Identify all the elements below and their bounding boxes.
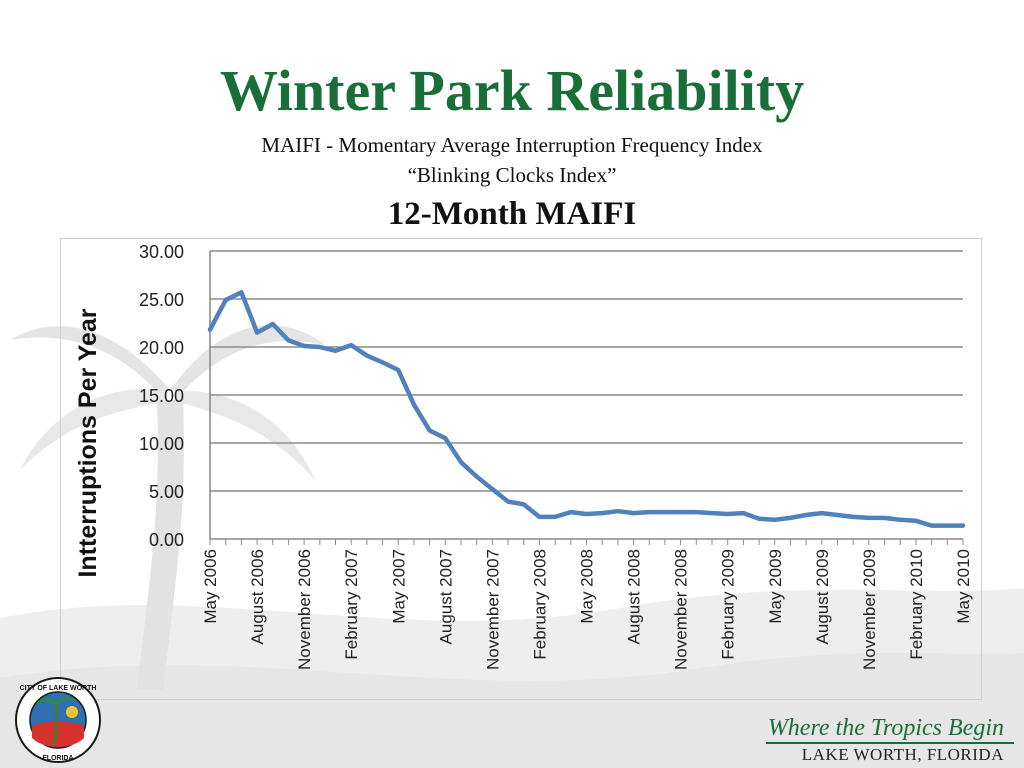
data-point bbox=[757, 517, 761, 521]
x-tick-label: November 2009 bbox=[860, 549, 879, 670]
palm-tree-watermark bbox=[10, 325, 325, 690]
y-tick-label: 25.00 bbox=[139, 290, 184, 310]
data-point bbox=[271, 322, 275, 326]
data-point bbox=[663, 510, 667, 514]
data-point bbox=[522, 502, 526, 506]
x-tick-label: May 2008 bbox=[578, 549, 597, 624]
x-tick-label: February 2007 bbox=[342, 549, 361, 660]
data-point bbox=[334, 349, 337, 353]
data-point bbox=[443, 436, 447, 440]
data-point bbox=[945, 524, 949, 528]
footer-divider bbox=[766, 742, 1014, 744]
data-point bbox=[349, 343, 353, 347]
slide-subtitle: MAIFI - Momentary Average Interruption F… bbox=[261, 133, 763, 157]
data-point bbox=[616, 509, 620, 513]
gridlines bbox=[209, 250, 963, 540]
data-point bbox=[741, 511, 745, 515]
data-point bbox=[506, 500, 510, 504]
data-point bbox=[914, 519, 918, 523]
data-point bbox=[318, 345, 322, 349]
data-point bbox=[412, 403, 416, 407]
x-tick-label: August 2006 bbox=[248, 549, 267, 644]
y-tick-label: 15.00 bbox=[139, 386, 184, 406]
data-point bbox=[679, 510, 683, 514]
y-tick-label: 10.00 bbox=[139, 434, 184, 454]
data-point bbox=[255, 331, 259, 335]
x-tick-label: May 2007 bbox=[389, 549, 408, 624]
logo-lettering-top: CITY OF LAKE WORTH bbox=[20, 685, 97, 692]
series-layer bbox=[207, 290, 966, 528]
x-tick-label: February 2008 bbox=[530, 549, 549, 660]
x-tick-label: May 2009 bbox=[766, 549, 785, 624]
data-point bbox=[851, 515, 855, 519]
data-point bbox=[396, 368, 400, 372]
footer-location: LAKE WORTH, FLORIDA bbox=[801, 745, 1004, 764]
data-point bbox=[647, 510, 651, 514]
y-tick-label: 20.00 bbox=[139, 338, 184, 358]
data-point bbox=[239, 290, 243, 294]
footer-tagline: Where the Tropics Begin bbox=[767, 715, 1004, 741]
x-tick-label: February 2010 bbox=[907, 549, 926, 660]
x-tick-label: May 2010 bbox=[954, 549, 973, 624]
slide-title: Winter Park Reliability bbox=[219, 58, 805, 123]
x-tick-label: February 2009 bbox=[719, 549, 738, 660]
data-point bbox=[381, 360, 385, 364]
x-tick-label: May 2006 bbox=[201, 549, 220, 624]
data-point bbox=[475, 475, 479, 479]
data-point bbox=[788, 516, 792, 520]
x-tick-label: August 2007 bbox=[436, 549, 455, 644]
data-point bbox=[286, 338, 290, 342]
data-point bbox=[490, 487, 494, 491]
logo-lettering-bottom: FLORIDA bbox=[42, 755, 73, 762]
data-point bbox=[569, 510, 573, 514]
data-point bbox=[537, 515, 541, 519]
data-point bbox=[726, 512, 730, 516]
data-point bbox=[585, 512, 588, 516]
maifi-line-chart: 0.00 5.00 10.00 15.00 20.00 25.00 30.00 May 20… bbox=[60, 238, 982, 700]
background-wave bbox=[0, 588, 1024, 768]
chart-svg: 0.00 5.00 10.00 15.00 20.00 25.00 30.00 May 20… bbox=[60, 238, 982, 700]
data-point bbox=[710, 511, 714, 515]
y-tick-label: 0.00 bbox=[149, 530, 184, 550]
x-tick-label: November 2007 bbox=[483, 549, 502, 670]
data-point bbox=[804, 513, 808, 517]
y-tick-label: 5.00 bbox=[149, 482, 184, 502]
data-point bbox=[302, 344, 306, 348]
data-point bbox=[365, 354, 369, 358]
chart-border bbox=[60, 238, 982, 700]
slide-subtitle-nickname: “Blinking Clocks Index” bbox=[407, 163, 617, 187]
data-point bbox=[553, 515, 557, 519]
data-point bbox=[773, 518, 777, 522]
chart-heading: 12-Month MAIFI bbox=[387, 196, 637, 232]
data-point bbox=[961, 524, 965, 528]
data-point bbox=[883, 516, 887, 520]
data-point bbox=[930, 524, 934, 528]
data-point bbox=[208, 328, 212, 332]
data-point bbox=[898, 518, 902, 522]
data-point bbox=[867, 516, 871, 520]
data-point bbox=[632, 511, 636, 515]
x-tick-label: August 2008 bbox=[625, 549, 644, 644]
y-axis-ticks: 0.00 5.00 10.00 15.00 20.00 25.00 30.00 bbox=[139, 242, 184, 550]
data-point bbox=[820, 511, 824, 515]
x-axis-ticks: May 2006 August 2006 November 2006 February… bbox=[201, 539, 973, 670]
data-point bbox=[600, 511, 604, 515]
x-tick-label: November 2006 bbox=[295, 549, 314, 670]
data-point bbox=[836, 513, 839, 517]
data-point bbox=[459, 460, 463, 464]
data-point bbox=[694, 510, 698, 514]
x-tick-label: August 2009 bbox=[813, 549, 832, 644]
x-tick-label: November 2008 bbox=[672, 549, 691, 670]
y-axis-label: Intterruptions Per Year bbox=[74, 308, 102, 577]
city-seal-logo: CITY OF LAKE WORTH FLORIDA bbox=[15, 677, 101, 763]
data-point bbox=[224, 298, 228, 302]
y-tick-label: 30.00 bbox=[139, 242, 184, 262]
data-point bbox=[428, 429, 432, 433]
